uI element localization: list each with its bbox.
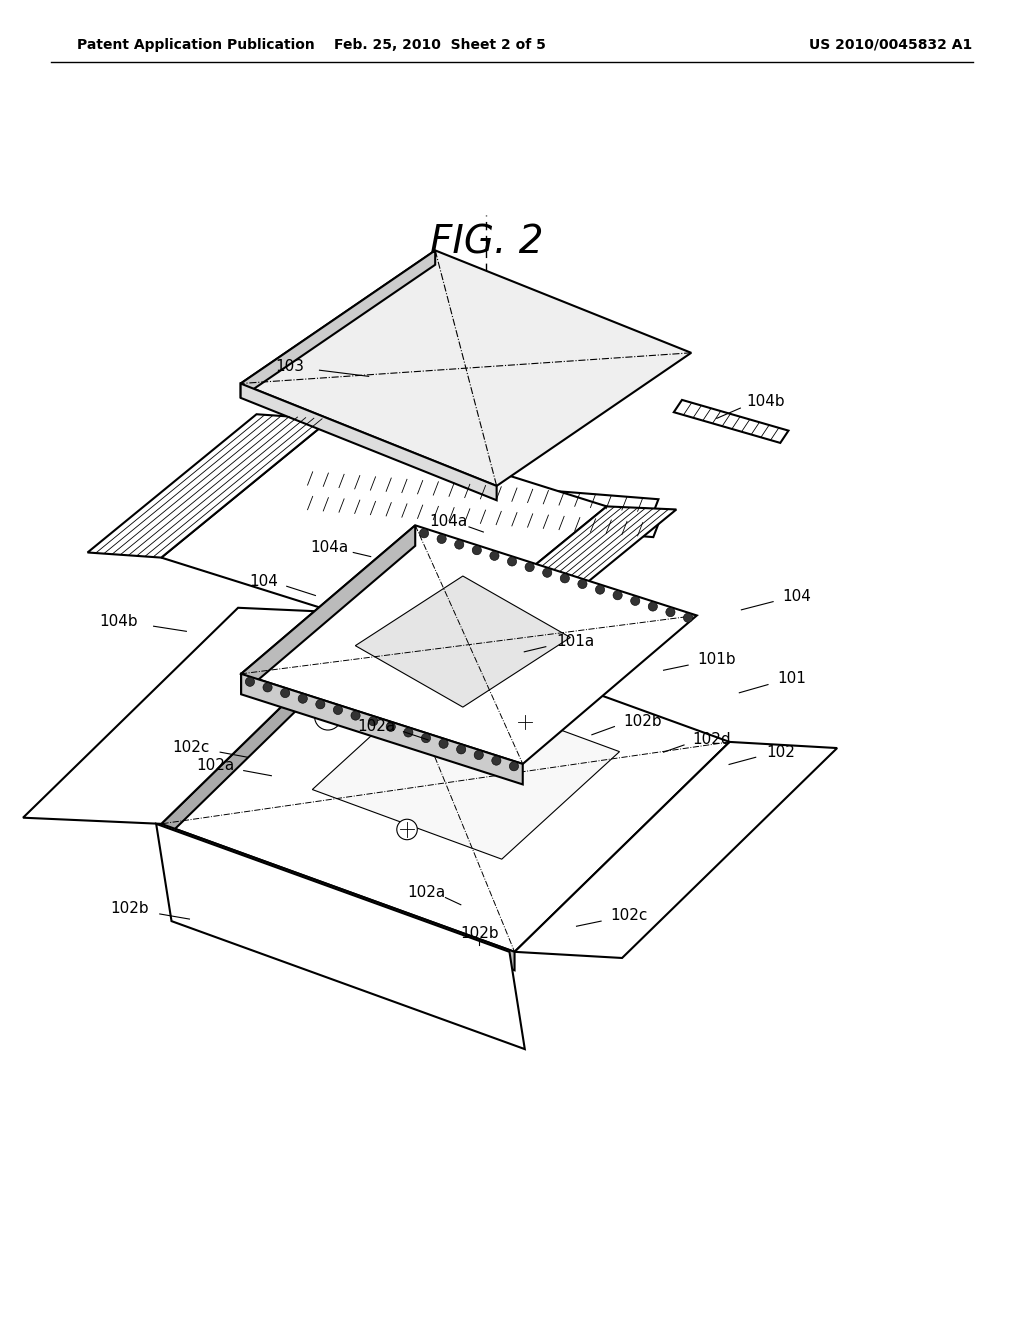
- Circle shape: [334, 705, 343, 714]
- Circle shape: [420, 529, 429, 537]
- Circle shape: [369, 717, 378, 726]
- Circle shape: [666, 607, 675, 616]
- Circle shape: [648, 602, 657, 611]
- Text: 102b: 102b: [624, 714, 663, 729]
- Circle shape: [595, 585, 604, 594]
- Text: 101: 101: [777, 671, 806, 686]
- Polygon shape: [438, 507, 677, 648]
- Text: 102: 102: [766, 744, 795, 760]
- Polygon shape: [87, 414, 330, 557]
- Circle shape: [514, 711, 535, 733]
- Circle shape: [397, 820, 418, 840]
- Polygon shape: [242, 673, 523, 784]
- Text: 103: 103: [275, 359, 304, 374]
- Circle shape: [315, 700, 325, 709]
- Circle shape: [474, 750, 483, 759]
- Circle shape: [421, 734, 430, 743]
- Polygon shape: [161, 420, 606, 644]
- Text: 104a: 104a: [429, 515, 468, 529]
- Text: 104b: 104b: [99, 614, 138, 628]
- Circle shape: [543, 568, 552, 577]
- Circle shape: [403, 727, 413, 737]
- Circle shape: [263, 682, 272, 692]
- Polygon shape: [242, 525, 696, 764]
- Text: 104: 104: [782, 589, 811, 605]
- Circle shape: [246, 677, 255, 686]
- Text: 102a: 102a: [357, 719, 396, 734]
- Text: 101b: 101b: [697, 652, 736, 668]
- Text: 102c: 102c: [173, 739, 210, 755]
- Polygon shape: [292, 495, 658, 537]
- Polygon shape: [312, 682, 620, 859]
- Polygon shape: [241, 384, 497, 500]
- Circle shape: [386, 722, 395, 731]
- Polygon shape: [241, 251, 435, 397]
- Circle shape: [437, 535, 446, 544]
- Text: 102a: 102a: [196, 758, 234, 774]
- Text: 102b: 102b: [111, 902, 150, 916]
- Polygon shape: [292, 470, 658, 512]
- Polygon shape: [162, 824, 514, 970]
- Polygon shape: [355, 576, 570, 708]
- Text: 102b: 102b: [460, 925, 499, 941]
- Polygon shape: [162, 614, 377, 842]
- Text: 101a: 101a: [556, 634, 595, 649]
- Circle shape: [508, 557, 517, 566]
- Circle shape: [439, 739, 449, 748]
- Polygon shape: [514, 742, 837, 958]
- Circle shape: [631, 597, 640, 606]
- Circle shape: [457, 744, 466, 754]
- Circle shape: [560, 574, 569, 583]
- Circle shape: [683, 614, 692, 622]
- Text: FIG. 2: FIG. 2: [430, 223, 543, 261]
- Text: 102c: 102c: [610, 908, 647, 924]
- Circle shape: [509, 762, 518, 771]
- Text: Feb. 25, 2010  Sheet 2 of 5: Feb. 25, 2010 Sheet 2 of 5: [335, 38, 546, 51]
- Circle shape: [525, 562, 535, 572]
- Circle shape: [578, 579, 587, 589]
- Text: 102a: 102a: [407, 884, 445, 900]
- Text: 104: 104: [250, 574, 279, 589]
- Circle shape: [314, 704, 341, 730]
- Text: US 2010/0045832 A1: US 2010/0045832 A1: [809, 38, 973, 51]
- Circle shape: [613, 590, 623, 599]
- Text: Patent Application Publication: Patent Application Publication: [77, 38, 314, 51]
- Text: 104b: 104b: [746, 395, 785, 409]
- Circle shape: [281, 689, 290, 698]
- Polygon shape: [157, 824, 524, 1049]
- Polygon shape: [24, 607, 377, 824]
- Circle shape: [351, 711, 360, 721]
- Circle shape: [489, 552, 499, 561]
- Text: 102d: 102d: [692, 733, 731, 747]
- Circle shape: [472, 545, 481, 554]
- Circle shape: [455, 540, 464, 549]
- Polygon shape: [162, 614, 729, 952]
- Circle shape: [298, 694, 307, 704]
- Polygon shape: [674, 400, 788, 444]
- Text: 104a: 104a: [310, 540, 349, 554]
- Polygon shape: [242, 525, 416, 694]
- Circle shape: [492, 756, 501, 766]
- Polygon shape: [241, 251, 691, 486]
